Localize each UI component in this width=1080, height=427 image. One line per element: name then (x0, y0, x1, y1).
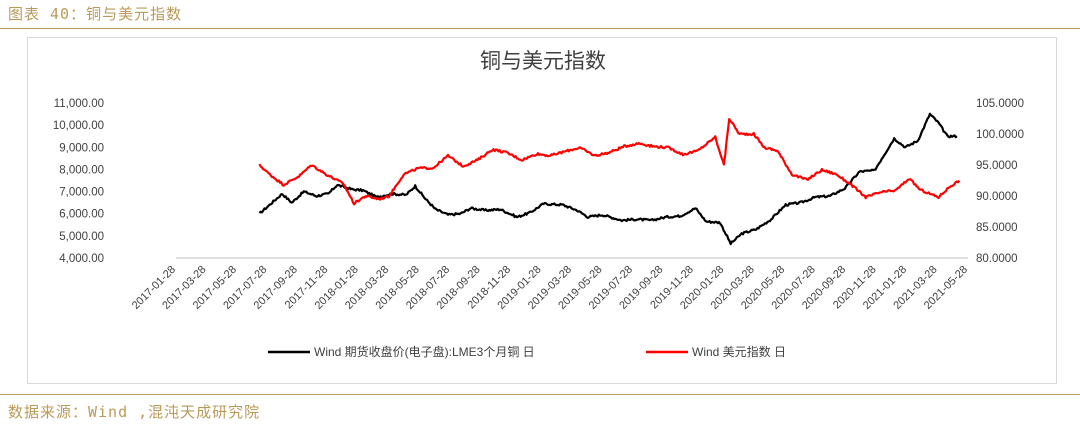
chart-svg: 铜与美元指数 4,000.00 5,000.00 6,000.00 7,000.00 8… (53, 50, 1024, 359)
y-left-tick-label: 7,000.00 (59, 187, 104, 199)
y-right-tick-label: 85.0000 (976, 222, 1018, 234)
series-layer (258, 112, 961, 246)
y-left-tick-label: 6,000.00 (59, 209, 104, 221)
y-right-tick-label: 90.0000 (976, 191, 1018, 203)
y-right-tick-label: 80.0000 (976, 253, 1018, 265)
series-line-copper (258, 112, 958, 246)
y-right-tick-label: 105.0000 (976, 98, 1024, 110)
legend-label: Wind 美元指数 日 (692, 344, 786, 359)
y-left-tick-label: 8,000.00 (59, 164, 104, 176)
chart-title: 铜与美元指数 (480, 50, 606, 73)
y-left-tick-label: 4,000.00 (59, 253, 104, 265)
y-right-tick-label: 100.0000 (976, 129, 1024, 141)
y-left-tick-label: 9,000.00 (59, 142, 104, 154)
axes-layer: 4,000.00 5,000.00 6,000.00 7,000.00 8,000.00… (53, 98, 1024, 312)
chart-frame: 铜与美元指数 4,000.00 5,000.00 6,000.00 7,000.00 8… (27, 37, 1057, 384)
series-line-dollar-index (258, 117, 961, 206)
y-left-tick-label: 11,000.00 (54, 98, 104, 110)
y-left-tick-label: 5,000.00 (59, 231, 104, 243)
footer-divider (0, 394, 1080, 395)
legend-label: Wind 期货收盘价(电子盘):LME3个月铜 日 (314, 344, 535, 359)
figure-caption: 图表 40：铜与美元指数 (8, 5, 183, 23)
figure-header: 图表 40：铜与美元指数 (0, 0, 1080, 29)
y-left-tick-label: 10,000.00 (53, 120, 104, 132)
y-right-tick-label: 95.0000 (976, 160, 1018, 172)
legend: Wind 期货收盘价(电子盘):LME3个月铜 日 Wind 美元指数 日 (268, 344, 786, 359)
figure-source: 数据来源：Wind ,混沌天成研究院 (8, 403, 261, 421)
